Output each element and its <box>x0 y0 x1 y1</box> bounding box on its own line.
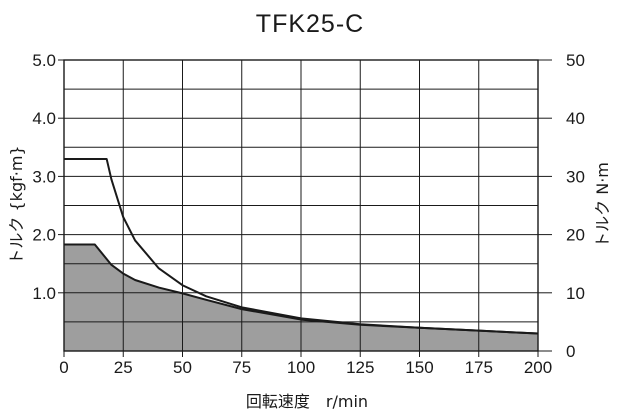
x-tick-label: 25 <box>114 358 133 377</box>
y-right-tick-label: 40 <box>566 109 585 128</box>
y-axis-left-ticks: 1.0 2.0 3.0 4.0 5.0 <box>32 51 64 303</box>
chart-title: TFK25-C <box>256 10 364 38</box>
y-axis-left-label: トルク {kgf·m} <box>7 145 26 264</box>
series-1-line <box>64 243 539 335</box>
y-left-tick-label: 5.0 <box>32 51 56 70</box>
series-lines <box>64 157 539 335</box>
y-left-tick-label: 3.0 <box>32 167 56 186</box>
y-axis-right-ticks: 0 10 20 30 40 50 <box>538 51 585 361</box>
y-right-tick-label: 20 <box>566 226 585 245</box>
y-right-tick-label: 10 <box>566 284 585 303</box>
x-axis-ticks: 0 25 50 75 100 125 150 175 200 <box>59 351 552 377</box>
x-tick-label: 75 <box>232 358 251 377</box>
y-left-tick-label: 2.0 <box>32 226 56 245</box>
x-tick-label: 175 <box>465 358 493 377</box>
y-axis-right-label: トルク N·m <box>593 162 612 248</box>
x-tick-label: 50 <box>173 358 192 377</box>
y-left-tick-label: 1.0 <box>32 284 56 303</box>
x-axis-label: 回転速度 r/min <box>246 392 368 411</box>
y-right-tick-label: 0 <box>566 342 575 361</box>
x-tick-label: 100 <box>287 358 315 377</box>
grid <box>64 60 538 351</box>
y-left-tick-label: 4.0 <box>32 109 56 128</box>
y-right-tick-label: 30 <box>566 167 585 186</box>
x-tick-label: 0 <box>59 358 68 377</box>
y-right-tick-label: 50 <box>566 51 585 70</box>
x-tick-label: 200 <box>524 358 552 377</box>
x-tick-label: 125 <box>346 358 374 377</box>
x-tick-label: 150 <box>405 358 433 377</box>
